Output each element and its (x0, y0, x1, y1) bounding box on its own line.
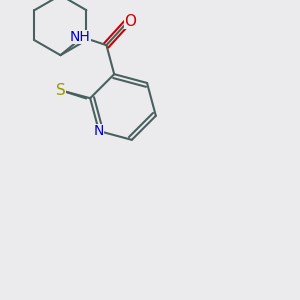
Text: N: N (94, 124, 104, 138)
Text: O: O (124, 14, 136, 29)
Text: S: S (56, 83, 66, 98)
Text: NH: NH (70, 30, 91, 44)
